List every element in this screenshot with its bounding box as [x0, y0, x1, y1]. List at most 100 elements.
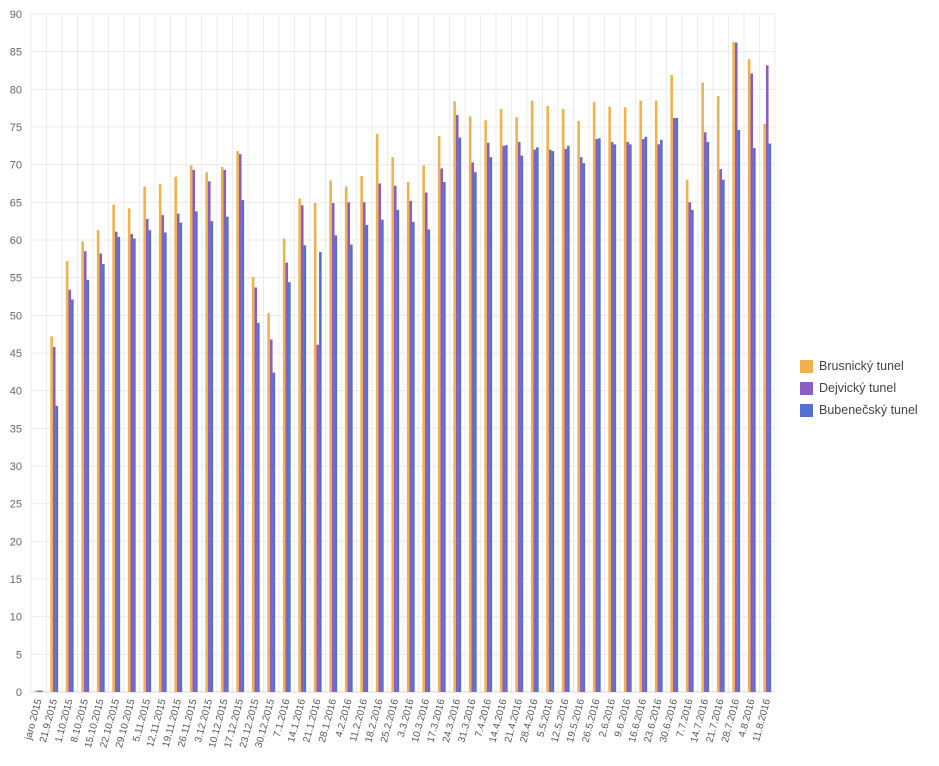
bar	[288, 282, 291, 692]
bar	[455, 114, 459, 693]
legend-label-brusnicky: Brusnický tunel	[819, 359, 904, 373]
bar	[319, 252, 322, 692]
bar	[257, 322, 260, 692]
legend: Brusnický tunel Dejvický tunel Bubenečsk…	[800, 355, 918, 421]
bar	[474, 172, 477, 692]
bar	[639, 100, 642, 693]
bar	[192, 169, 196, 692]
bar	[99, 253, 103, 692]
bar	[334, 235, 338, 693]
legend-item-dejvicky[interactable]: Dejvický tunel	[800, 377, 918, 399]
legend-item-bubenecsky[interactable]: Bubenečský tunel	[800, 399, 918, 421]
bar	[331, 203, 335, 692]
bar	[629, 144, 632, 692]
bar	[381, 219, 384, 692]
bar	[195, 211, 198, 692]
bar	[582, 163, 586, 692]
bar	[672, 117, 676, 692]
bar	[68, 289, 72, 692]
legend-swatch-bubenecsky	[800, 403, 813, 417]
bar	[440, 168, 444, 692]
bar	[691, 209, 694, 692]
bar	[517, 142, 521, 693]
y-tick-label: 25	[10, 499, 22, 511]
bar	[285, 262, 289, 692]
bar	[567, 145, 570, 693]
bar	[564, 148, 568, 692]
bar	[329, 180, 332, 692]
y-tick-label: 35	[10, 423, 22, 435]
bar	[52, 346, 56, 692]
bar	[362, 202, 366, 693]
y-tick-label: 40	[10, 386, 22, 398]
bar	[96, 230, 100, 692]
bar	[164, 232, 167, 692]
bar	[660, 139, 663, 693]
bar	[254, 287, 258, 692]
bar	[546, 105, 549, 692]
y-tick-label: 55	[10, 273, 22, 285]
bar	[347, 202, 351, 693]
bar	[626, 142, 630, 693]
bar	[453, 101, 456, 693]
bar	[226, 216, 229, 692]
bar	[737, 130, 741, 693]
y-tick-label: 85	[10, 47, 22, 59]
bar	[40, 690, 43, 692]
bar	[412, 221, 415, 693]
bar	[102, 264, 105, 692]
bar	[189, 165, 193, 693]
bar	[393, 185, 397, 692]
legend-item-brusnicky[interactable]: Brusnický tunel	[800, 355, 918, 377]
bar	[391, 157, 394, 693]
y-tick-label: 0	[16, 687, 22, 699]
bar	[267, 313, 270, 692]
bar	[344, 186, 348, 692]
bar	[112, 204, 115, 693]
bar	[579, 157, 583, 693]
bar	[236, 151, 239, 692]
bar	[489, 157, 493, 693]
bar	[251, 276, 255, 692]
bar	[303, 245, 307, 693]
bar	[86, 279, 90, 692]
y-tick-label: 20	[10, 536, 22, 548]
bar	[360, 175, 363, 692]
bar	[551, 151, 555, 692]
bar	[55, 405, 59, 692]
y-tick-label: 60	[10, 235, 22, 247]
bar	[458, 137, 462, 693]
bar	[716, 96, 720, 692]
bar	[241, 200, 245, 692]
bar	[685, 179, 689, 692]
bar	[422, 165, 425, 693]
bar	[610, 142, 614, 693]
y-tick-label: 70	[10, 160, 22, 172]
bar	[499, 108, 503, 693]
y-tick-label: 90	[10, 9, 22, 21]
bar	[298, 198, 301, 693]
bar	[424, 192, 428, 693]
bar	[210, 221, 214, 692]
bar	[747, 59, 751, 692]
bar	[117, 236, 121, 692]
bar	[443, 181, 446, 692]
bar	[161, 215, 165, 692]
bar	[65, 261, 69, 692]
bar	[750, 73, 754, 693]
bar	[670, 75, 673, 692]
bar	[706, 142, 710, 693]
y-tick-label: 50	[10, 310, 22, 322]
bar	[176, 213, 180, 692]
bar	[158, 184, 162, 692]
bar	[378, 183, 382, 692]
bar	[365, 224, 369, 692]
bar	[207, 181, 211, 693]
bars	[34, 41, 772, 693]
bar	[613, 144, 617, 692]
bar	[316, 344, 320, 692]
y-tick-label: 75	[10, 122, 22, 134]
bar	[703, 132, 707, 693]
bar	[81, 241, 84, 693]
